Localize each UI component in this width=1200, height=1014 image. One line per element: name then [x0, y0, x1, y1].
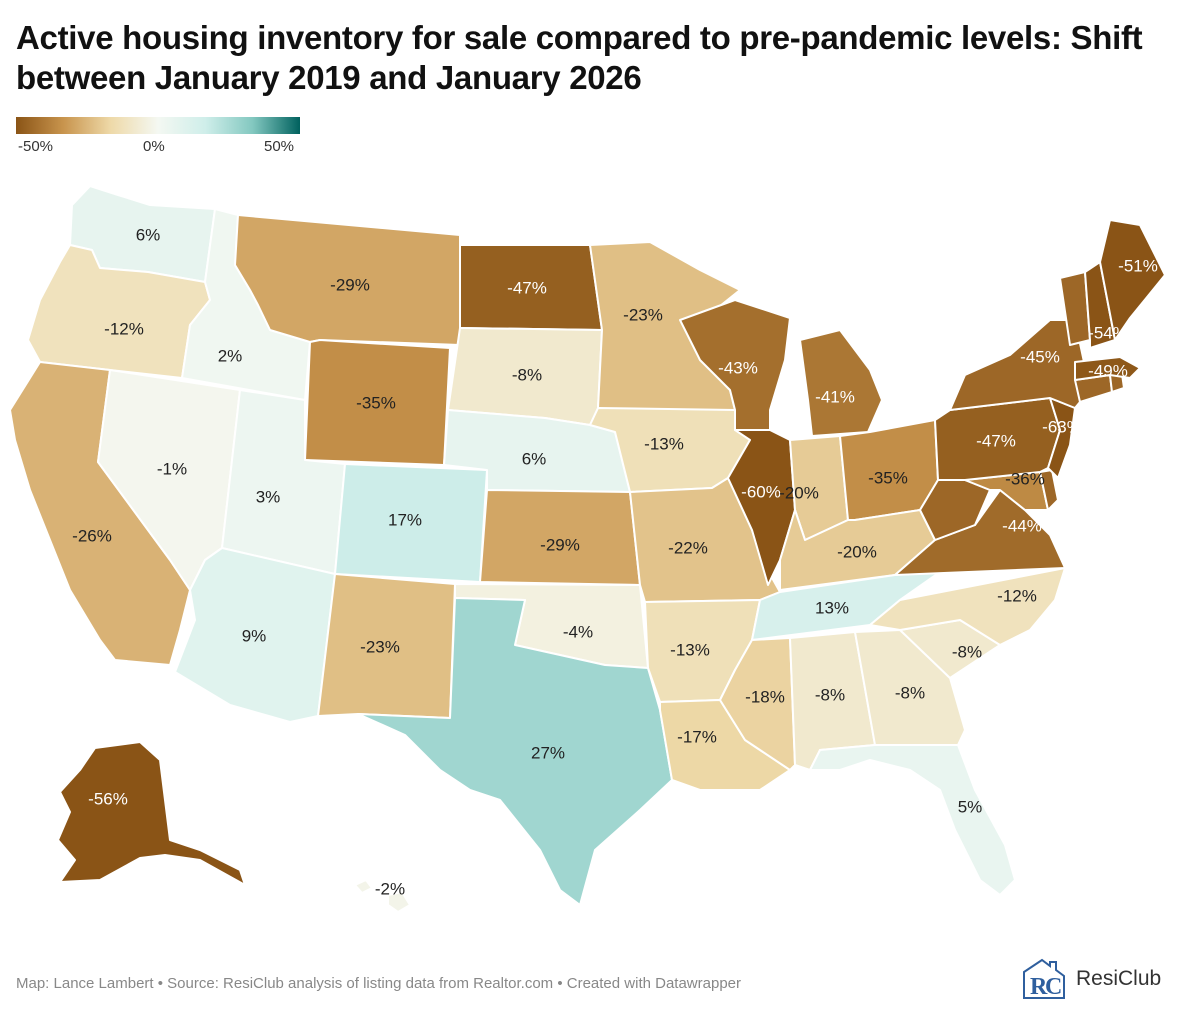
svg-text:C: C	[1045, 974, 1062, 1000]
state-ak	[57, 741, 246, 886]
state-label-ia: -13%	[644, 434, 684, 453]
state-label-md: -36%	[1005, 469, 1045, 488]
state-label-ar: -13%	[670, 640, 710, 659]
state-me	[1099, 219, 1166, 341]
state-tn	[751, 571, 941, 641]
state-label-fl: 5%	[958, 797, 983, 816]
state-label-me: -51%	[1118, 256, 1158, 275]
state-ms	[719, 637, 796, 771]
state-label-la: -17%	[677, 727, 717, 746]
resiclub-logo: R C ResiClub	[1020, 958, 1161, 1000]
state-label-id: 2%	[218, 346, 243, 365]
state-label-nc: -12%	[997, 586, 1037, 605]
state-label-nm: -23%	[360, 637, 400, 656]
state-label-ky: -20%	[837, 542, 877, 561]
resiclub-logo-icon: R C	[1023, 958, 1065, 1000]
state-label-pa: -47%	[976, 431, 1016, 450]
state-nh	[1084, 261, 1116, 349]
state-label-az: 9%	[242, 626, 267, 645]
svg-text:R: R	[1030, 974, 1048, 1000]
state-hi	[354, 879, 411, 913]
legend-labels: -50% 0% 50%	[16, 138, 300, 158]
state-label-in: -20%	[779, 483, 819, 502]
source-credit: Map: Lance Lambert • Source: ResiClub an…	[16, 975, 742, 992]
state-label-ms: -18%	[745, 687, 785, 706]
state-label-oh: -35%	[868, 468, 908, 487]
state-il	[727, 429, 796, 586]
legend-gradient-bar	[16, 117, 300, 134]
state-label-nv: -1%	[157, 459, 187, 478]
state-label-ga: -8%	[895, 683, 925, 702]
state-nc	[869, 567, 1066, 646]
state-fl	[809, 744, 1016, 896]
legend-min-label: -50%	[18, 138, 54, 155]
state-label-sc: -8%	[952, 642, 982, 661]
state-de	[1039, 469, 1059, 511]
state-label-nd: -47%	[507, 278, 547, 297]
state-label-ut: 3%	[256, 487, 281, 506]
state-label-il: -60%	[741, 482, 781, 501]
state-label-sd: -8%	[512, 365, 542, 384]
legend-mid-label: 0%	[143, 138, 165, 155]
state-label-ny: -45%	[1020, 347, 1060, 366]
state-label-ok: -4%	[563, 622, 593, 641]
state-label-mo: -22%	[668, 538, 708, 557]
state-label-nh: -54%	[1088, 323, 1128, 342]
state-label-or: -12%	[104, 319, 144, 338]
state-label-wy: -35%	[356, 393, 396, 412]
state-tx	[357, 597, 673, 906]
state-label-wi: -43%	[718, 358, 758, 377]
state-label-ak: -56%	[88, 789, 128, 808]
state-label-hi: -2%	[375, 879, 405, 898]
state-ma	[1074, 356, 1141, 381]
state-wy	[304, 339, 451, 466]
state-value-labels: 6% -12% -26% 2% -1% -29% -35% 3% 9% 17% -23% -47% -8…	[72, 225, 1158, 898]
state-label-ne: 6%	[522, 449, 547, 468]
state-label-ca: -26%	[72, 526, 112, 545]
state-label-mt: -29%	[330, 275, 370, 294]
state-label-ma: -49%	[1088, 361, 1128, 380]
state-label-nj: -63%	[1042, 417, 1082, 436]
state-label-tn: 13%	[815, 598, 849, 617]
state-label-mn: -23%	[623, 305, 663, 324]
legend-max-label: 50%	[264, 138, 295, 155]
state-label-va: -44%	[1002, 516, 1042, 535]
state-label-al: -8%	[815, 685, 845, 704]
state-label-tx: 27%	[531, 743, 565, 762]
state-label-ks: -29%	[540, 535, 580, 554]
state-label-wa: 6%	[136, 225, 161, 244]
state-label-co: 17%	[388, 510, 422, 529]
resiclub-logo-text: ResiClub	[1076, 967, 1162, 990]
state-shapes	[9, 185, 1166, 913]
state-label-mi: -41%	[815, 387, 855, 406]
map-title: Active housing inventory for sale compar…	[16, 19, 1143, 96]
us-choropleth-map: 6% -12% -26% 2% -1% -29% -35% 3% 9% 17% -23% -47% -8…	[9, 185, 1166, 913]
color-legend: -50% 0% 50%	[16, 117, 300, 158]
state-mi	[799, 329, 883, 437]
